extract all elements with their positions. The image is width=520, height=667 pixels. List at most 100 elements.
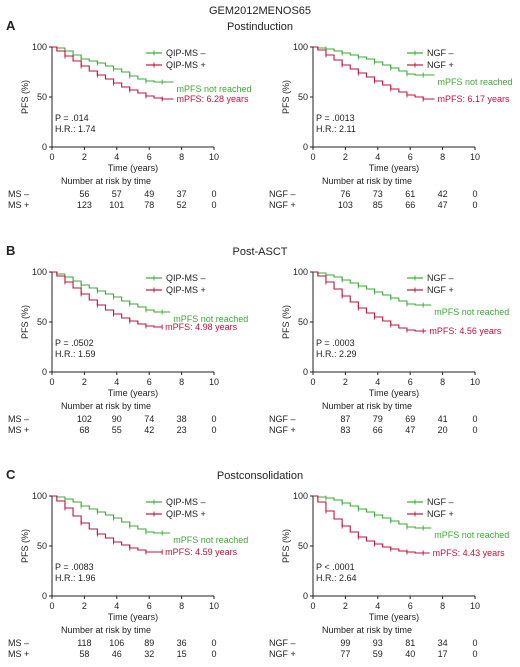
risk-value: 78 <box>144 200 154 210</box>
y-tick-label: 0 <box>303 142 308 152</box>
risk-row-label: MS – <box>8 638 29 648</box>
p-value: P = .014 <box>55 113 89 123</box>
risk-row-label: NGF – <box>269 414 296 424</box>
x-tick-label: 10 <box>209 601 219 611</box>
x-axis-label: Time (years) <box>369 612 419 622</box>
legend-label: QIP-MS – <box>166 497 206 507</box>
risk-value: 0 <box>472 425 477 435</box>
y-tick-label: 50 <box>37 541 47 551</box>
x-tick-label: 8 <box>179 152 184 162</box>
risk-value: 17 <box>438 649 448 659</box>
x-tick-label: 0 <box>49 152 54 162</box>
risk-value: 66 <box>405 200 415 210</box>
hazard-ratio: H.R.: 2.29 <box>316 349 357 359</box>
risk-value: 52 <box>177 200 187 210</box>
x-tick-label: 0 <box>49 377 54 387</box>
x-tick-label: 6 <box>408 601 413 611</box>
x-tick-label: 2 <box>343 377 348 387</box>
y-tick-label: 50 <box>298 92 308 102</box>
p-value: P = .0013 <box>316 113 355 123</box>
risk-value: 83 <box>340 425 350 435</box>
legend-label: NGF – <box>427 273 454 283</box>
legend-label: NGF + <box>427 60 454 70</box>
risk-value: 61 <box>405 189 415 199</box>
risk-value: 68 <box>79 425 89 435</box>
section-letter-B: B <box>6 243 15 258</box>
x-tick-label: 4 <box>375 377 380 387</box>
risk-value: 32 <box>144 649 154 659</box>
x-tick-label: 2 <box>82 152 87 162</box>
x-tick-label: 6 <box>147 377 152 387</box>
risk-value: 87 <box>340 414 350 424</box>
mpfs-negative-label: mPFS not reached <box>434 530 509 540</box>
risk-value: 0 <box>211 189 216 199</box>
y-axis-label: PFS (%) <box>281 80 291 114</box>
y-axis-label: PFS (%) <box>20 80 30 114</box>
risk-value: 55 <box>112 425 122 435</box>
y-tick-label: 100 <box>293 267 308 277</box>
risk-row-label: MS + <box>8 425 29 435</box>
risk-row-label: MS – <box>8 414 29 424</box>
p-value: P = .0083 <box>55 562 94 572</box>
hazard-ratio: H.R.: 2.64 <box>316 573 357 583</box>
mpfs-positive-label: mPFS: 4.59 years <box>165 547 238 557</box>
y-tick-label: 0 <box>42 367 47 377</box>
risk-value: 49 <box>144 189 154 199</box>
x-tick-label: 6 <box>147 152 152 162</box>
x-tick-label: 8 <box>440 601 445 611</box>
mpfs-negative-label: mPFS not reached <box>173 314 248 324</box>
series-line-negative <box>313 495 432 529</box>
legend-label: NGF + <box>427 509 454 519</box>
risk-value: 57 <box>112 189 122 199</box>
legend-label: QIP-MS + <box>166 509 206 519</box>
x-tick-label: 0 <box>310 377 315 387</box>
y-tick-label: 0 <box>42 142 47 152</box>
risk-row-label: NGF – <box>269 638 296 648</box>
risk-value: 37 <box>177 189 187 199</box>
y-axis-label: PFS (%) <box>20 529 30 563</box>
risk-value: 102 <box>77 414 92 424</box>
risk-row-label: NGF + <box>269 649 296 659</box>
y-tick-label: 0 <box>303 367 308 377</box>
x-tick-label: 10 <box>209 377 219 387</box>
series-line-positive <box>313 46 435 100</box>
x-axis-label: Time (years) <box>369 163 419 173</box>
series-line-positive <box>52 495 163 553</box>
risk-value: 79 <box>373 414 383 424</box>
risk-row-label: NGF + <box>269 425 296 435</box>
section-letter-A: A <box>6 18 16 33</box>
mpfs-positive-label: mPFS: 4.43 years <box>433 548 506 558</box>
p-value: P = .0003 <box>316 338 355 348</box>
y-tick-label: 100 <box>32 491 47 501</box>
risk-row-label: NGF – <box>269 189 296 199</box>
mpfs-negative-label: mPFS not reached <box>177 84 252 94</box>
risk-value: 81 <box>405 638 415 648</box>
risk-value: 93 <box>373 638 383 648</box>
y-tick-label: 0 <box>42 591 47 601</box>
x-tick-label: 10 <box>470 152 480 162</box>
risk-table-title: Number at risk by time <box>322 401 412 411</box>
risk-value: 15 <box>177 649 187 659</box>
y-tick-label: 100 <box>293 491 308 501</box>
x-tick-label: 8 <box>179 601 184 611</box>
risk-row-label: MS + <box>8 200 29 210</box>
mpfs-negative-label: mPFS not reached <box>438 77 513 87</box>
series-line-positive <box>52 271 163 328</box>
risk-value: 74 <box>144 414 154 424</box>
x-axis-label: Time (years) <box>108 388 158 398</box>
risk-value: 90 <box>112 414 122 424</box>
p-value: P = .0502 <box>55 338 94 348</box>
risk-value: 0 <box>472 638 477 648</box>
y-axis-label: PFS (%) <box>281 305 291 339</box>
risk-value: 20 <box>438 425 448 435</box>
legend-label: QIP-MS – <box>166 273 206 283</box>
risk-value: 56 <box>79 189 89 199</box>
x-tick-label: 8 <box>440 377 445 387</box>
risk-value: 99 <box>340 638 350 648</box>
y-tick-label: 50 <box>37 92 47 102</box>
legend-label: QIP-MS – <box>166 48 206 58</box>
risk-table-title: Number at risk by time <box>322 625 412 635</box>
risk-value: 77 <box>340 649 350 659</box>
